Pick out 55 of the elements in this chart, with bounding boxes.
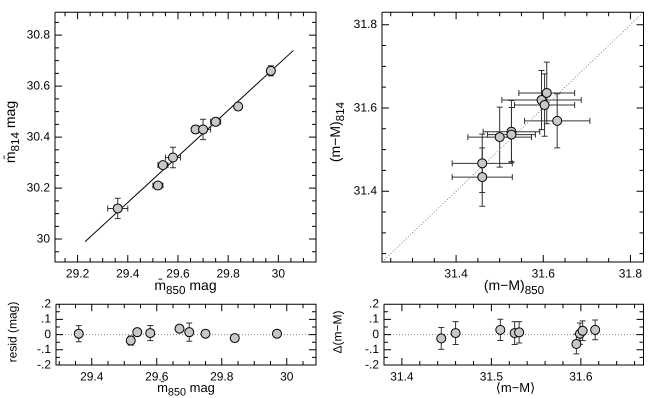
point	[168, 152, 178, 162]
y-tick-label: -.2	[36, 357, 52, 372]
point	[542, 88, 552, 98]
point	[112, 203, 123, 214]
x-tick-label: 31.8	[618, 266, 642, 281]
point	[436, 333, 446, 344]
point	[174, 324, 184, 334]
y-tick-label: 30.8	[26, 27, 50, 42]
x-tick-label: 31.4	[444, 266, 468, 281]
y-tick-label: 30	[36, 231, 50, 246]
point	[571, 339, 582, 350]
point	[590, 324, 600, 335]
y-axis-title: resid (mag)	[6, 301, 20, 362]
y-tick-label: .2	[368, 296, 380, 311]
point	[198, 124, 208, 134]
y-tick-label: 0	[44, 326, 52, 341]
point	[145, 328, 156, 338]
x-tick-label: 29.2	[66, 266, 90, 281]
point	[132, 327, 142, 338]
y-tick-label: 30.6	[26, 78, 50, 92]
x-tick-label: 30	[280, 370, 294, 384]
point	[540, 100, 550, 110]
point	[578, 326, 588, 336]
x-tick-label: 29.8	[216, 266, 240, 281]
point	[450, 328, 461, 338]
y-tick-label: 31.8	[354, 17, 378, 32]
point	[477, 172, 488, 182]
point	[184, 327, 194, 338]
y-tick-label: 30.4	[26, 129, 50, 144]
y-tick-label: -.1	[364, 342, 380, 356]
point	[552, 116, 562, 126]
y-tick-label: 30.2	[26, 180, 50, 194]
y-tick-label: -.2	[364, 357, 380, 372]
y-tick-label: 31.6	[354, 100, 378, 114]
point	[74, 328, 84, 339]
point	[494, 132, 505, 142]
y-axis-title: Δ(m−M)	[330, 310, 346, 354]
y-tick-label: 31.4	[354, 184, 378, 198]
y-tick-label: -.1	[36, 342, 52, 356]
point	[230, 333, 240, 344]
y-tick-label: 0	[372, 326, 380, 341]
x-tick-label: 31.6	[569, 370, 593, 384]
y-tick-label: .2	[40, 296, 52, 311]
point	[514, 327, 524, 338]
x-tick-label: 29.4	[116, 266, 140, 281]
y-tick-label: .1	[368, 312, 380, 326]
point	[495, 324, 506, 335]
x-tick-label: 31.4	[390, 370, 414, 384]
point	[477, 158, 488, 168]
point	[200, 328, 210, 339]
x-tick-label: 30	[272, 266, 286, 281]
point	[506, 130, 516, 140]
point	[272, 328, 282, 339]
x-tick-label: 29.4	[80, 370, 104, 384]
y-tick-label: .1	[40, 312, 52, 326]
